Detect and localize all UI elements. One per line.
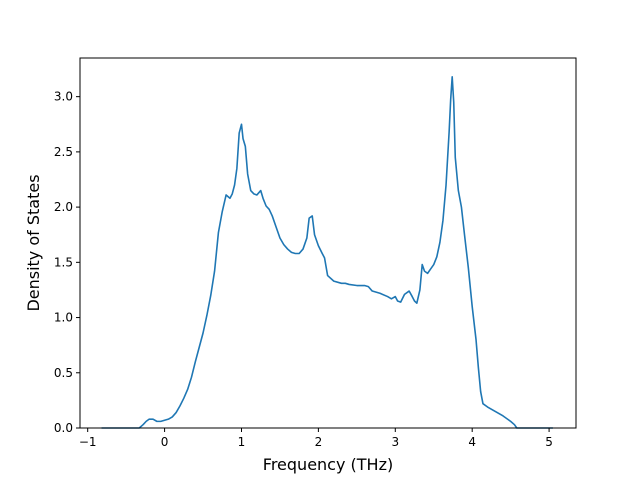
x-tick-label: 4 [468, 435, 476, 449]
x-tick-label: −1 [79, 435, 97, 449]
axes-frame [79, 57, 577, 429]
x-tick-label: 5 [545, 435, 553, 449]
y-tick-label: 2.5 [54, 145, 73, 159]
x-tick-label: 0 [161, 435, 169, 449]
x-tick-label: 2 [315, 435, 323, 449]
y-tick-label: 1.0 [54, 311, 73, 325]
y-tick-label: 0.0 [54, 421, 73, 435]
x-axis-title: Frequency (THz) [263, 455, 393, 474]
dos-series-line [101, 75, 553, 429]
y-tick-label: 1.5 [54, 255, 73, 269]
axis-ticks: −1 0 1 2 3 4 5 0.0 0.5 1.0 1.5 2.0 2.5 3.0 [54, 90, 553, 449]
y-tick-label: 2.0 [54, 200, 73, 214]
y-tick-label: 0.5 [54, 366, 73, 380]
y-tick-label: 3.0 [54, 90, 73, 104]
plot-area [101, 75, 553, 429]
x-tick-label: 1 [238, 435, 246, 449]
y-axis-title: Density of States [24, 174, 43, 311]
x-tick-label: 3 [391, 435, 399, 449]
